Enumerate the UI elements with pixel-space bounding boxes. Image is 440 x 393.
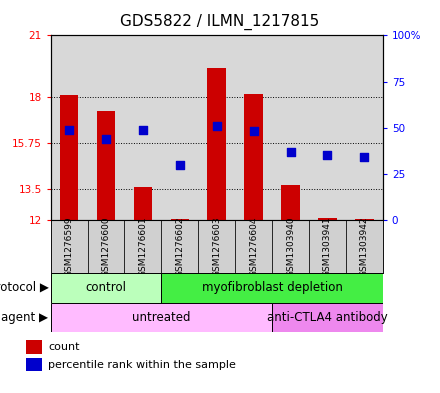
Point [213,123,220,129]
Text: GSM1276603: GSM1276603 [212,216,221,277]
Point [250,128,257,134]
Bar [208,68,226,220]
Bar [26,358,42,371]
Bar [26,340,42,354]
Point [361,154,368,160]
Text: GSM1276601: GSM1276601 [138,216,147,277]
Text: GSM1276602: GSM1276602 [175,217,184,277]
Bar [134,187,152,220]
Text: GSM1303942: GSM1303942 [360,217,369,277]
Bar [51,273,161,303]
Bar [51,220,88,273]
Bar [272,220,309,273]
Point [287,149,294,155]
Text: count: count [48,342,80,352]
Text: GSM1276600: GSM1276600 [102,216,110,277]
Text: percentile rank within the sample: percentile rank within the sample [48,360,236,370]
Text: GSM1303940: GSM1303940 [286,216,295,277]
Bar [171,219,189,220]
Bar [161,273,383,303]
Bar [161,220,198,273]
Text: GDS5822 / ILMN_1217815: GDS5822 / ILMN_1217815 [121,14,319,30]
Bar [355,219,374,220]
Text: GSM1276604: GSM1276604 [249,217,258,277]
Point [66,127,73,133]
Point [103,136,110,142]
Bar [235,220,272,273]
Bar [88,220,125,273]
Point [139,127,147,133]
Bar [51,303,272,332]
Bar [346,220,383,273]
Bar [281,185,300,220]
Bar [125,220,161,273]
Text: myofibroblast depletion: myofibroblast depletion [202,281,342,294]
Bar [309,220,346,273]
Text: control: control [85,281,126,294]
Text: protocol ▶: protocol ▶ [0,281,48,294]
Bar [244,94,263,220]
Bar [198,220,235,273]
Text: anti-CTLA4 antibody: anti-CTLA4 antibody [267,311,388,324]
Text: GSM1303941: GSM1303941 [323,216,332,277]
Point [176,162,183,168]
Bar [97,111,115,220]
Text: GSM1276599: GSM1276599 [65,216,73,277]
Text: agent ▶: agent ▶ [1,311,48,324]
Bar [272,303,383,332]
Bar [60,95,78,220]
Text: untreated: untreated [132,311,191,324]
Bar [318,218,337,220]
Point [324,152,331,159]
